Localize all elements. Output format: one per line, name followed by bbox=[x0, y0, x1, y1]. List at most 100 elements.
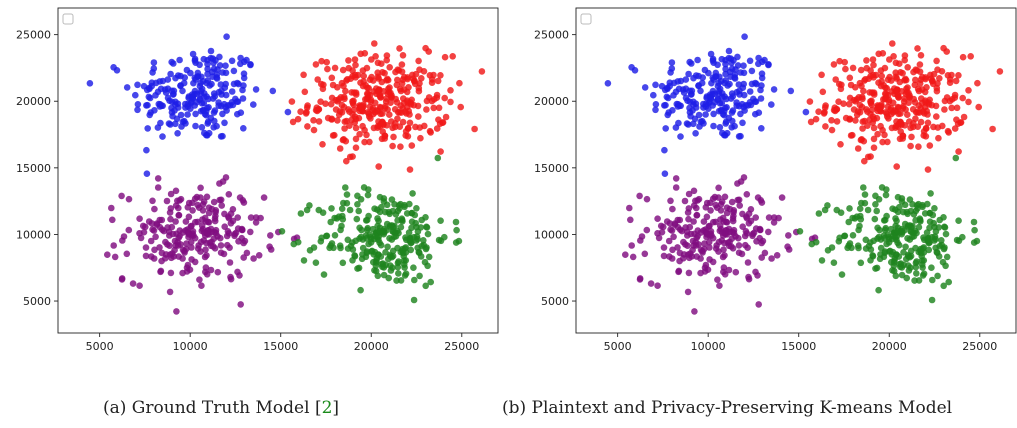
data-point-red bbox=[927, 142, 934, 149]
data-point-purple bbox=[722, 194, 729, 201]
data-point-green bbox=[858, 200, 865, 207]
data-point-purple bbox=[136, 215, 143, 222]
data-point-green bbox=[453, 227, 460, 234]
data-point-green bbox=[307, 247, 314, 254]
data-point-blue bbox=[241, 70, 248, 77]
data-point-green bbox=[819, 257, 826, 264]
data-point-green bbox=[922, 210, 929, 217]
data-point-blue bbox=[223, 33, 230, 40]
data-point-blue bbox=[285, 109, 292, 116]
data-point-red bbox=[314, 104, 321, 111]
data-point-green bbox=[945, 279, 952, 286]
data-point-red bbox=[901, 57, 908, 64]
y-tick-label: 10000 bbox=[16, 228, 51, 241]
data-point-blue bbox=[222, 62, 229, 69]
data-point-blue bbox=[157, 120, 164, 127]
data-point-red bbox=[339, 102, 346, 109]
data-point-blue bbox=[241, 59, 248, 66]
data-point-blue bbox=[174, 130, 181, 137]
data-point-red bbox=[356, 131, 363, 138]
data-point-green bbox=[872, 201, 879, 208]
data-point-red bbox=[384, 106, 391, 113]
data-point-blue bbox=[747, 99, 754, 106]
data-point-red bbox=[346, 108, 353, 115]
data-point-red bbox=[409, 142, 416, 149]
data-point-green bbox=[895, 224, 902, 231]
data-point-red bbox=[864, 108, 871, 115]
data-point-red bbox=[329, 75, 336, 82]
data-point-green bbox=[427, 279, 434, 286]
data-point-purple bbox=[104, 251, 111, 258]
data-point-red bbox=[357, 51, 364, 58]
data-point-red bbox=[289, 98, 296, 105]
data-point-green bbox=[920, 272, 927, 279]
data-point-red bbox=[302, 89, 309, 96]
data-point-green bbox=[412, 212, 419, 219]
data-point-red bbox=[360, 73, 367, 80]
data-point-blue bbox=[703, 95, 710, 102]
data-point-green bbox=[377, 194, 384, 201]
data-point-green bbox=[845, 219, 852, 226]
x-tick-label: 10000 bbox=[173, 340, 208, 353]
data-point-red bbox=[357, 103, 364, 110]
data-point-red bbox=[313, 61, 320, 68]
data-point-purple bbox=[626, 205, 633, 212]
data-point-red bbox=[907, 143, 914, 150]
data-point-blue bbox=[664, 94, 671, 101]
citation-link[interactable]: 2 bbox=[322, 398, 333, 418]
data-point-green bbox=[381, 264, 388, 271]
data-point-red bbox=[875, 103, 882, 110]
data-point-red bbox=[368, 74, 375, 81]
data-point-purple bbox=[785, 232, 792, 239]
data-point-blue bbox=[210, 95, 217, 102]
data-point-green bbox=[410, 264, 417, 271]
data-point-red bbox=[425, 48, 432, 55]
data-point-purple bbox=[661, 253, 668, 260]
data-point-blue bbox=[759, 59, 766, 66]
data-point-red bbox=[398, 109, 405, 116]
data-point-purple bbox=[155, 175, 162, 182]
legend-box bbox=[63, 14, 73, 24]
data-point-purple bbox=[215, 269, 222, 276]
data-point-green bbox=[931, 237, 938, 244]
data-point-purple bbox=[691, 308, 698, 315]
data-point-red bbox=[352, 56, 359, 63]
data-point-red bbox=[848, 82, 855, 89]
data-point-blue bbox=[687, 109, 694, 116]
data-point-green bbox=[347, 207, 354, 214]
data-point-red bbox=[381, 70, 388, 77]
data-point-blue bbox=[229, 99, 236, 106]
data-point-red bbox=[343, 118, 350, 125]
data-point-red bbox=[348, 89, 355, 96]
data-point-blue bbox=[229, 88, 236, 95]
data-point-red bbox=[893, 75, 900, 82]
data-point-red bbox=[442, 54, 449, 61]
data-point-red bbox=[311, 127, 318, 134]
data-point-purple bbox=[179, 270, 186, 277]
data-point-green bbox=[930, 220, 937, 227]
data-point-red bbox=[847, 75, 854, 82]
data-point-purple bbox=[227, 259, 234, 266]
data-point-green bbox=[858, 260, 865, 267]
data-point-purple bbox=[786, 246, 793, 253]
data-point-purple bbox=[268, 246, 275, 253]
data-point-red bbox=[376, 92, 383, 99]
data-point-purple bbox=[119, 237, 126, 244]
data-point-red bbox=[914, 67, 921, 74]
data-point-blue bbox=[134, 82, 141, 89]
data-point-green bbox=[903, 275, 910, 282]
data-point-green bbox=[441, 234, 448, 241]
data-point-purple bbox=[217, 235, 224, 242]
data-point-red bbox=[871, 144, 878, 151]
data-point-green bbox=[929, 297, 936, 304]
data-point-red bbox=[331, 132, 338, 139]
data-point-blue bbox=[132, 92, 139, 99]
data-point-purple bbox=[677, 217, 684, 224]
data-point-green bbox=[340, 260, 347, 267]
data-point-purple bbox=[175, 253, 182, 260]
data-point-green bbox=[422, 259, 429, 266]
data-point-blue bbox=[747, 58, 754, 65]
data-point-purple bbox=[143, 253, 150, 260]
data-point-blue bbox=[741, 70, 748, 77]
data-point-purple bbox=[682, 241, 689, 248]
